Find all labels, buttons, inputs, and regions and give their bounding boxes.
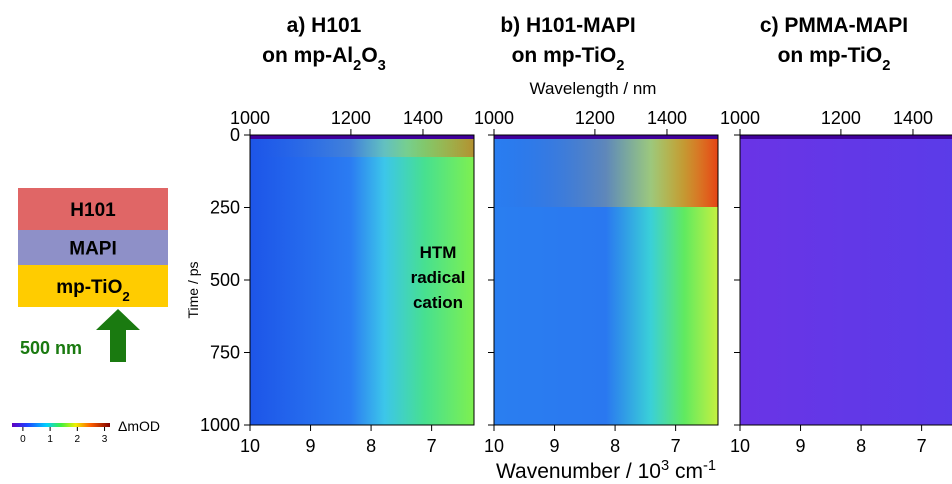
y-tick-label: 750: [210, 343, 240, 363]
text-segment: 3: [661, 458, 669, 474]
text-segment: cm: [669, 460, 703, 483]
panel-title: on mp-TiO2: [512, 44, 625, 74]
annotation: cation: [413, 293, 463, 312]
top-tick-label: 1200: [575, 108, 615, 128]
layer: [18, 188, 168, 230]
arrow: [96, 309, 140, 362]
text-segment: 2: [353, 58, 361, 74]
text-segment: 2: [122, 289, 129, 304]
top-tick-label: 1400: [403, 108, 443, 128]
top-tick-label: 1400: [893, 108, 933, 128]
annotation: HTM: [420, 243, 457, 262]
heatmap: [740, 135, 952, 425]
colorbar-label: ΔmOD: [118, 418, 160, 434]
x-tick-label: 7: [917, 436, 927, 456]
x-tick-label: 8: [856, 436, 866, 456]
top-tick-label: 1000: [720, 108, 760, 128]
text-segment: -1: [703, 458, 716, 474]
layer: [18, 230, 168, 265]
x-tick-label: 8: [610, 436, 620, 456]
y-tick-label: 0: [230, 125, 240, 145]
x-tick-label: 10: [730, 436, 750, 456]
layer: [18, 265, 168, 307]
top-tick-label: 1000: [230, 108, 270, 128]
y-tick-label: 1000: [200, 415, 240, 435]
top-tick-label: 1200: [331, 108, 371, 128]
panel-title: on mp-Al2O3: [262, 44, 386, 74]
text-segment: Wavenumber / 10: [496, 460, 661, 483]
text-segment: a) H101: [287, 14, 362, 37]
text-segment: H101: [70, 200, 116, 221]
panel-title: c) PMMA-MAPI: [760, 14, 908, 37]
panel-title: b) H101-MAPI: [500, 14, 635, 37]
x-tick-label: 8: [366, 436, 376, 456]
heatmap-edge: [740, 135, 952, 139]
colorbar-tick-label: 2: [75, 434, 81, 445]
heatmap: [250, 135, 474, 425]
heatmap-edge: [494, 135, 718, 139]
x-tick-label: 10: [240, 436, 260, 456]
text-segment: on mp-TiO: [778, 44, 883, 67]
x-axis-label: Wavenumber / 103 cm-1: [496, 458, 716, 483]
layer-label: mp-TiO2: [56, 277, 130, 304]
x-tick-label: 9: [306, 436, 316, 456]
x-tick-label: 7: [427, 436, 437, 456]
panel-title: a) H101: [287, 14, 362, 37]
excitation-label: 500 nm: [20, 338, 82, 358]
top-tick-label: 1200: [821, 108, 861, 128]
text-segment: b) H101-MAPI: [500, 14, 635, 37]
top-tick-label: 1000: [474, 108, 514, 128]
text-segment: 2: [616, 58, 624, 74]
text-segment: on mp-Al: [262, 44, 353, 67]
text-segment: MAPI: [69, 239, 117, 260]
layer-label: MAPI: [69, 239, 117, 260]
heatmap-feature: [494, 137, 718, 207]
heatmap-feature: [250, 137, 474, 157]
text-segment: O: [361, 44, 377, 67]
text-segment: 2: [882, 58, 890, 74]
x-tick-label: 9: [796, 436, 806, 456]
y-tick-label: 250: [210, 198, 240, 218]
top-tick-label: 1400: [647, 108, 687, 128]
text-segment: mp-TiO: [56, 277, 122, 298]
y-axis-label: Time / ps: [185, 261, 201, 318]
text-segment: 3: [378, 58, 386, 74]
colorbar-tick-label: 3: [102, 434, 108, 445]
colorbar: [12, 423, 110, 427]
x-tick-label: 7: [671, 436, 681, 456]
layer-label: H101: [70, 200, 116, 221]
panel-title: on mp-TiO2: [778, 44, 891, 74]
x-tick-label: 9: [550, 436, 560, 456]
top-axis-label: Wavelength / nm: [530, 79, 657, 98]
text-segment: c) PMMA-MAPI: [760, 14, 908, 37]
x-tick-label: 10: [484, 436, 504, 456]
annotation: radical: [411, 268, 466, 287]
text-segment: on mp-TiO: [512, 44, 617, 67]
colorbar-tick-label: 1: [47, 434, 53, 445]
colorbar-tick-label: 0: [20, 434, 26, 445]
heatmap-edge: [250, 135, 474, 139]
y-tick-label: 500: [210, 270, 240, 290]
